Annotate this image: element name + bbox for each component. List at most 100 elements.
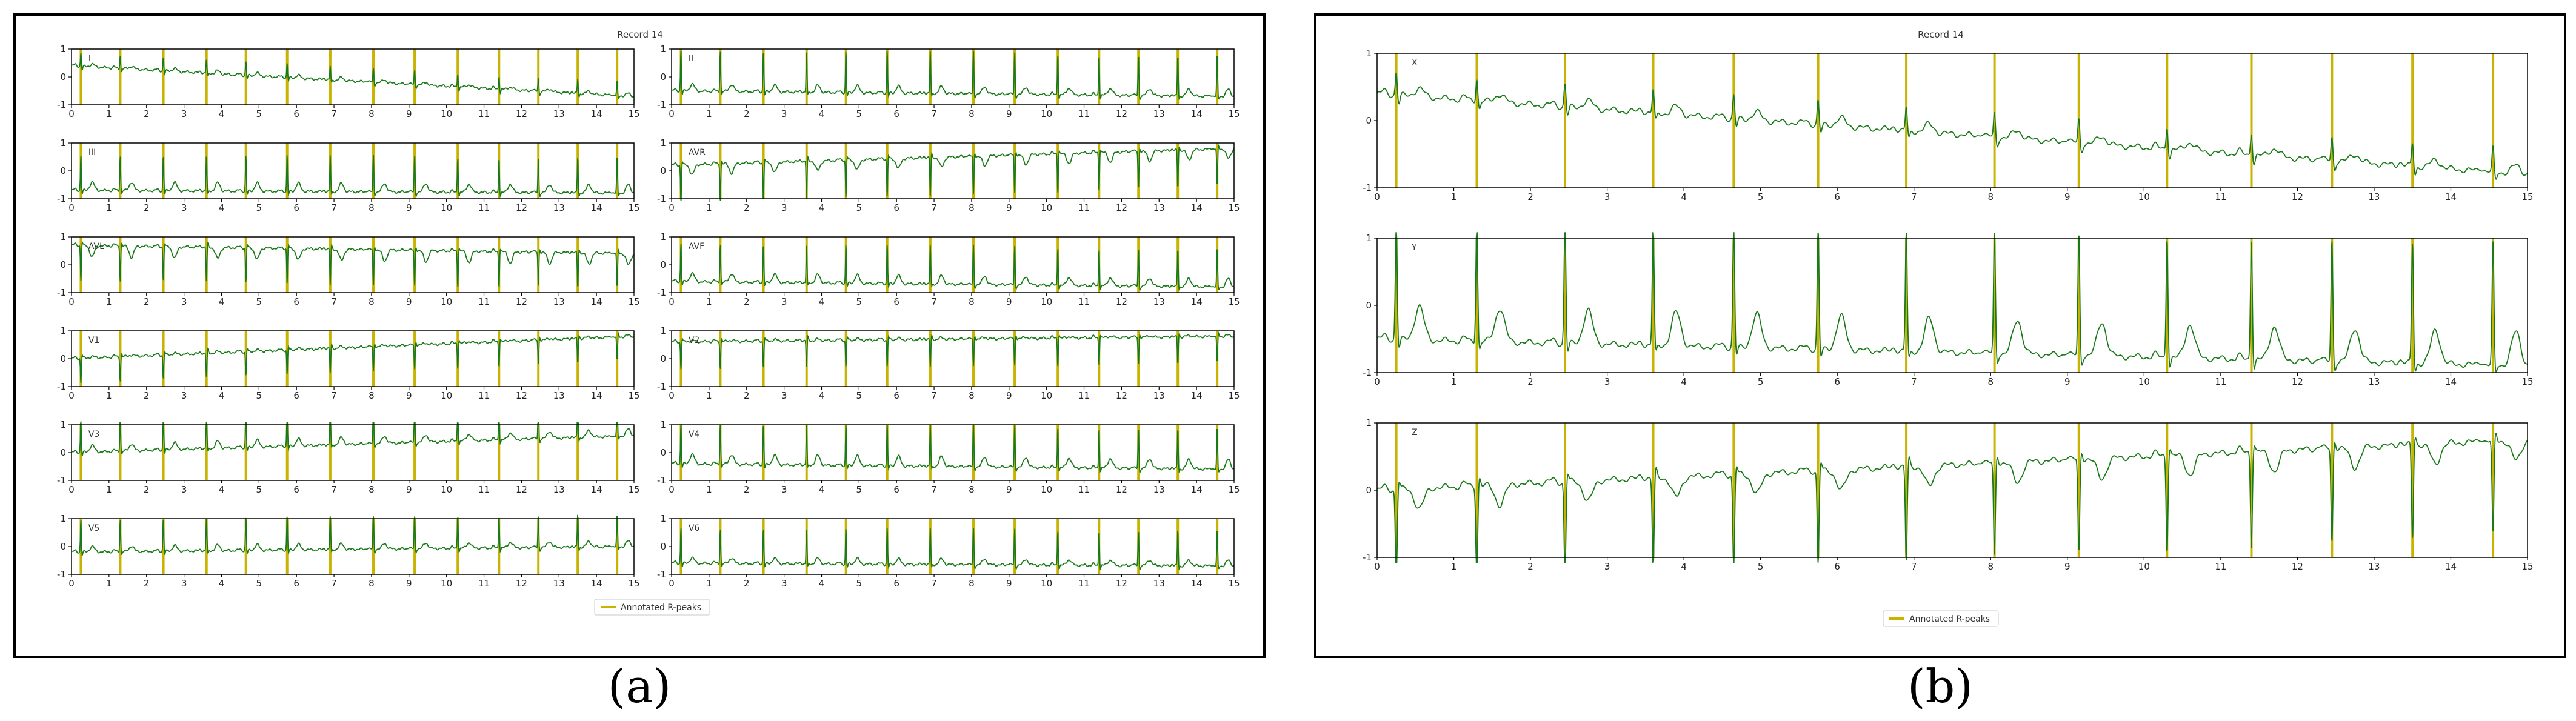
ytick-label: 0 — [1366, 485, 1372, 496]
xtick-label: 9 — [1006, 390, 1012, 401]
xtick-label: 3 — [781, 296, 787, 307]
xtick-label: 5 — [856, 296, 863, 307]
xtick-label: 8 — [369, 202, 375, 213]
xtick-label: 2 — [744, 202, 750, 213]
xtick-label: 12 — [2292, 561, 2303, 572]
ytick-label: 1 — [1366, 48, 1372, 59]
ytick-label: -1 — [57, 569, 66, 580]
xtick-label: 5 — [1758, 191, 1764, 202]
xtick-label: 11 — [1078, 108, 1090, 119]
xtick-label: 8 — [369, 484, 375, 495]
ytick-label: -1 — [657, 475, 666, 486]
lead-label-avf: AVF — [689, 242, 704, 251]
xtick-label: 11 — [1078, 390, 1090, 401]
xtick-label: 8 — [369, 108, 375, 119]
xtick-label: 14 — [591, 578, 602, 589]
xtick-label: 15 — [1228, 108, 1240, 119]
xtick-label: 11 — [478, 108, 490, 119]
xtick-label: 15 — [1228, 390, 1240, 401]
xtick-label: 0 — [68, 578, 75, 589]
xtick-label: 15 — [628, 202, 639, 213]
record-title: Record 14 — [617, 29, 663, 40]
series-line-avl — [71, 241, 635, 287]
xtick-label: 1 — [106, 484, 112, 495]
legend-label: Annotated R-peaks — [621, 603, 701, 613]
xtick-label: 12 — [1116, 108, 1127, 119]
xtick-label: 6 — [893, 202, 899, 213]
xtick-label: 7 — [331, 108, 337, 119]
xtick-label: 6 — [293, 390, 299, 401]
xtick-label: 5 — [856, 390, 863, 401]
xtick-label: 15 — [628, 484, 639, 495]
xtick-label: 13 — [1153, 578, 1165, 589]
ytick-label: 0 — [1366, 300, 1372, 311]
xtick-label: 13 — [1153, 296, 1165, 307]
xtick-label: 14 — [1191, 296, 1203, 307]
ytick-label: 0 — [660, 447, 666, 458]
xtick-label: 2 — [144, 578, 150, 589]
xtick-label: 0 — [669, 296, 675, 307]
xtick-label: 5 — [256, 202, 262, 213]
xtick-label: 3 — [1604, 561, 1610, 572]
ytick-label: 0 — [60, 71, 66, 82]
xtick-label: 8 — [1987, 376, 1994, 387]
xtick-label: 6 — [893, 296, 899, 307]
xtick-label: 4 — [219, 108, 225, 119]
lead-label-avl: AVL — [88, 242, 104, 251]
xtick-label: 9 — [406, 202, 412, 213]
xtick-label: 11 — [478, 390, 490, 401]
xtick-label: 9 — [1006, 296, 1012, 307]
ytick-label: 0 — [60, 541, 66, 552]
panel-a: Record 14 0 1 2 3 4 5 6 7 8 9 10 11 12 13 14 15 1 0 -1 I 0 1 2 3… — [13, 13, 1266, 658]
xtick-label: 12 — [2292, 191, 2303, 202]
xtick-label: 6 — [293, 296, 299, 307]
xtick-label: 10 — [2138, 561, 2150, 572]
ytick-label: -1 — [57, 287, 66, 298]
axes-frame-avr — [671, 142, 1235, 199]
xtick-label: 2 — [144, 390, 150, 401]
ytick-label: 1 — [660, 419, 666, 430]
xtick-label: 4 — [219, 484, 225, 495]
lead-label-ii: II — [689, 54, 693, 64]
xtick-label: 14 — [2445, 376, 2457, 387]
xtick-label: 7 — [331, 578, 337, 589]
xtick-label: 15 — [1228, 202, 1240, 213]
ytick-label: 0 — [60, 165, 66, 176]
axes-frame-v2 — [671, 330, 1235, 387]
ytick-label: -1 — [57, 193, 66, 204]
xtick-label: 12 — [516, 390, 527, 401]
ytick-label: 1 — [660, 325, 666, 336]
xtick-label: 10 — [441, 108, 452, 119]
xtick-label: 1 — [706, 578, 712, 589]
xtick-label: 0 — [68, 108, 75, 119]
xtick-label: 5 — [856, 578, 863, 589]
axes-frame-x — [1376, 53, 2528, 188]
xtick-label: 0 — [1374, 376, 1380, 387]
xtick-label: 7 — [331, 296, 337, 307]
series-line-v3 — [71, 420, 635, 456]
lead-label-y: Y — [1411, 243, 1417, 253]
ytick-label: 0 — [660, 71, 666, 82]
panel-a-label: (a) — [607, 659, 672, 713]
xtick-label: 3 — [181, 296, 187, 307]
xtick-label: 5 — [256, 296, 262, 307]
xtick-label: 8 — [969, 484, 975, 495]
xtick-label: 4 — [1681, 561, 1687, 572]
xtick-label: 11 — [1078, 202, 1090, 213]
xtick-label: 1 — [1451, 191, 1457, 202]
series-line-z — [1376, 432, 2528, 563]
xtick-label: 6 — [893, 108, 899, 119]
xtick-label: 15 — [628, 108, 639, 119]
xtick-label: 7 — [1911, 191, 1917, 202]
xtick-label: 13 — [1153, 202, 1165, 213]
series-line-iii — [71, 155, 634, 198]
xtick-label: 1 — [706, 390, 712, 401]
xtick-label: 14 — [2445, 561, 2457, 572]
xtick-label: 7 — [931, 578, 937, 589]
xtick-label: 11 — [478, 296, 490, 307]
xtick-label: 0 — [1374, 191, 1380, 202]
ytick-label: 1 — [60, 325, 66, 336]
